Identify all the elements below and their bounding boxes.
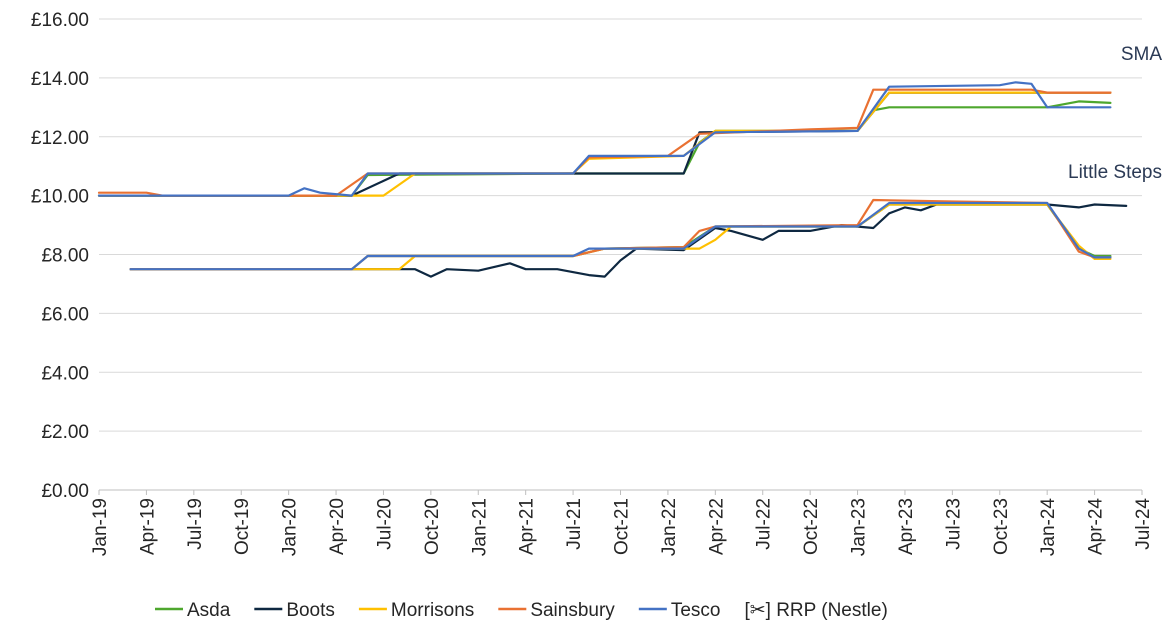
x-tick-label: Jan-24 (1038, 498, 1059, 557)
x-tick-label: Apr-20 (327, 498, 348, 555)
series-line-boots-little-steps (129, 203, 1128, 278)
legend-label: [✂] RRP (Nestle) (744, 600, 887, 621)
annotation-label: Little Steps (1068, 162, 1162, 183)
legend-label: Tesco (671, 600, 721, 621)
x-tick-label: Jul-21 (564, 498, 585, 550)
y-tick-label: £4.00 (41, 363, 89, 384)
x-tick-label: Jan-21 (469, 498, 490, 556)
legend-label: Sainsbury (530, 600, 615, 621)
series-line-sainsbury-little-steps (129, 198, 1112, 271)
x-tick-label: Jul-19 (185, 498, 206, 550)
x-tick-label: Oct-21 (612, 498, 633, 555)
x-tick-label: Jul-24 (1133, 498, 1154, 550)
chart-legend: Asda Boots Morrisons Sainsbury Tesco [✂] RRP … (155, 600, 888, 621)
x-tick-label: Jan-22 (659, 498, 680, 556)
annotations: SMA Little Steps (1068, 44, 1162, 183)
x-tick-label: Apr-24 (1086, 498, 1107, 555)
y-tick-label: £14.00 (31, 69, 89, 90)
x-tick-label: Oct-23 (991, 498, 1012, 555)
y-tick-label: £12.00 (31, 128, 89, 149)
y-tick-label: £2.00 (41, 422, 89, 443)
x-axis-tick-labels: Jan-19 Apr-19 Jul-19 Oct-19 Jan-20 Apr-20 Jul-… (90, 490, 1154, 556)
x-tick-label: Jul-23 (943, 498, 964, 550)
annotation-label: SMA (1121, 44, 1163, 65)
y-tick-label: £6.00 (41, 304, 89, 325)
x-tick-label: Jul-22 (754, 498, 775, 550)
legend-label: Asda (187, 600, 231, 621)
x-tick-label: Apr-19 (137, 498, 158, 555)
x-tick-label: Jul-20 (374, 498, 395, 550)
y-tick-label: £8.00 (41, 246, 89, 267)
y-axis-tick-labels: £0.00 £2.00 £4.00 £6.00 £8.00 £10.00 £12.00 £14… (31, 10, 89, 502)
series-line-tesco-sma (97, 81, 1112, 197)
x-tick-label: Oct-20 (422, 498, 443, 555)
series-line-asda-sma (97, 100, 1112, 197)
x-tick-label: Oct-22 (801, 498, 822, 555)
y-tick-label: £10.00 (31, 187, 89, 208)
series-line-tesco-little-steps (129, 201, 1112, 271)
series-line-sainsbury-sma (97, 88, 1112, 197)
x-tick-label: Apr-22 (706, 498, 727, 555)
y-tick-label: £0.00 (41, 481, 89, 502)
x-tick-label: Jan-23 (849, 498, 870, 556)
legend-label: Morrisons (391, 600, 474, 621)
series-lines (97, 81, 1128, 278)
legend-label: Boots (286, 600, 335, 621)
x-tick-label: Apr-21 (517, 498, 538, 555)
x-tick-label: Jan-19 (90, 498, 111, 556)
x-tick-label: Jan-20 (280, 498, 301, 556)
x-tick-label: Oct-19 (232, 498, 253, 555)
y-tick-label: £16.00 (31, 10, 89, 31)
x-tick-label: Apr-23 (896, 498, 917, 555)
